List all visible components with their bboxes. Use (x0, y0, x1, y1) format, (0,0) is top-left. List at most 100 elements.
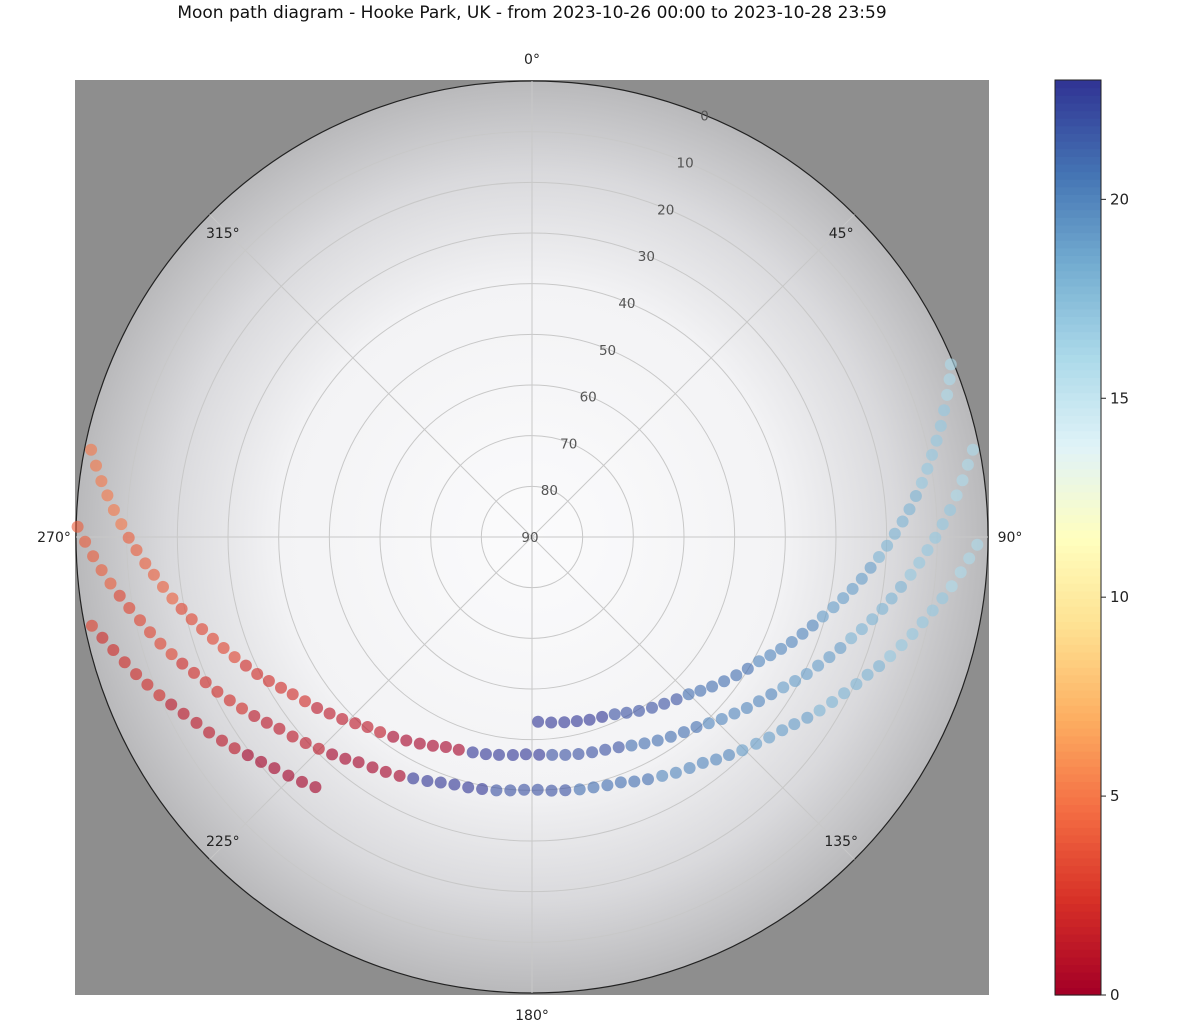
altitude-tick-labels: 0 10 20 30 40 50 60 70 80 90 (521, 109, 708, 546)
azimuth-tick-label: 135° (824, 834, 858, 850)
colorbar-segment (1055, 423, 1101, 432)
colorbar-segment (1055, 529, 1101, 539)
moon-position-point (241, 749, 254, 762)
moon-position-point (936, 592, 949, 605)
moon-position-point (130, 668, 143, 681)
moon-position-point (466, 746, 479, 759)
moon-positions (71, 358, 984, 797)
colorbar-segment (1055, 918, 1101, 927)
colorbar-segment (1055, 926, 1101, 935)
colorbar-segment (1055, 842, 1101, 851)
moon-position-point (788, 718, 801, 731)
moon-position-point (379, 765, 392, 778)
colorbar-segment (1055, 606, 1101, 615)
colorbar-segment (1055, 316, 1101, 325)
colorbar-segment (1055, 590, 1101, 600)
moon-position-point (144, 626, 156, 639)
colorbar-segment (1055, 758, 1101, 767)
moon-position-point (943, 373, 956, 386)
moon-position-point (533, 748, 546, 761)
altitude-tick-label: 90 (521, 530, 538, 546)
moon-position-point (176, 657, 189, 670)
moon-position-point (165, 648, 178, 661)
moon-position-point (926, 604, 939, 617)
moon-position-point (531, 783, 544, 796)
moon-position-point (339, 752, 352, 765)
colorbar-segment (1055, 217, 1101, 226)
moon-position-point (493, 748, 505, 761)
moon-position-point (625, 739, 638, 752)
moon-position-point (122, 531, 135, 544)
colorbar-segment (1055, 125, 1101, 134)
moon-position-point (888, 527, 901, 540)
moon-position-point (916, 616, 929, 629)
moon-position-point (941, 388, 954, 401)
colorbar-segment (1055, 598, 1101, 607)
moon-position-point (532, 715, 545, 728)
colorbar-segment (1055, 583, 1101, 592)
moon-position-point (789, 675, 802, 687)
moon-position-point (864, 561, 877, 574)
moon-position-point (312, 742, 325, 755)
moon-position-point (190, 716, 203, 729)
altitude-tick-label: 40 (618, 296, 635, 312)
moon-position-point (694, 684, 707, 697)
moon-position-point (776, 724, 789, 737)
moon-position-point (763, 731, 776, 744)
moon-position-point (682, 688, 695, 701)
colorbar-segment (1055, 537, 1101, 546)
colorbar-segment (1055, 331, 1101, 340)
moon-position-point (718, 675, 731, 688)
moon-position-point (336, 713, 349, 725)
colorbar-segment (1055, 339, 1101, 348)
moon-position-point (559, 784, 572, 797)
moon-position-point (107, 504, 120, 516)
moon-position-point (248, 710, 261, 722)
moon-position-point (558, 716, 571, 729)
moon-position-point (764, 649, 777, 662)
colorbar-segment (1055, 141, 1101, 150)
colorbar-segment (1055, 819, 1101, 828)
colorbar-segment (1055, 263, 1101, 272)
moon-position-point (130, 544, 143, 557)
moon-position-point (913, 556, 926, 569)
colorbar-segment (1055, 476, 1101, 485)
moon-position-point (268, 762, 281, 775)
moon-position-point (800, 668, 813, 680)
moon-position-point (296, 775, 308, 788)
colorbar-segment (1055, 415, 1101, 424)
colorbar-segment (1055, 392, 1101, 401)
moon-position-point (199, 676, 212, 689)
colorbar-segment (1055, 552, 1101, 561)
moon-position-point (95, 475, 108, 488)
moon-position-point (452, 743, 465, 756)
moon-position-point (545, 784, 558, 797)
moon-position-point (753, 695, 765, 708)
colorbar-segment (1055, 514, 1101, 523)
altitude-tick-label: 50 (599, 343, 616, 359)
moon-position-point (628, 775, 641, 788)
colorbar-segment (1055, 400, 1101, 409)
moon-position-point (599, 743, 612, 756)
moon-position-point (217, 642, 230, 654)
colorbar-segment (1055, 278, 1101, 287)
altitude-tick-label: 80 (541, 483, 558, 499)
moon-position-point (134, 614, 146, 627)
moon-position-point (96, 631, 109, 644)
colorbar-segment (1055, 827, 1101, 836)
moon-position-point (113, 589, 126, 602)
colorbar-segment (1055, 644, 1101, 653)
colorbar-tick-label: 10 (1110, 588, 1129, 606)
moon-position-point (104, 577, 117, 590)
moon-position-point (895, 580, 907, 593)
colorbar-segment (1055, 575, 1101, 584)
moon-position-point (490, 784, 503, 797)
colorbar-segment (1055, 377, 1101, 386)
altitude-tick-label: 70 (560, 436, 577, 452)
azimuth-gridline (209, 536, 533, 860)
moon-position-point (945, 580, 958, 593)
moon-position-point (166, 592, 179, 605)
azimuth-tick-label: 45° (829, 226, 854, 242)
moon-position-point (741, 662, 754, 675)
moon-position-point (153, 689, 166, 702)
